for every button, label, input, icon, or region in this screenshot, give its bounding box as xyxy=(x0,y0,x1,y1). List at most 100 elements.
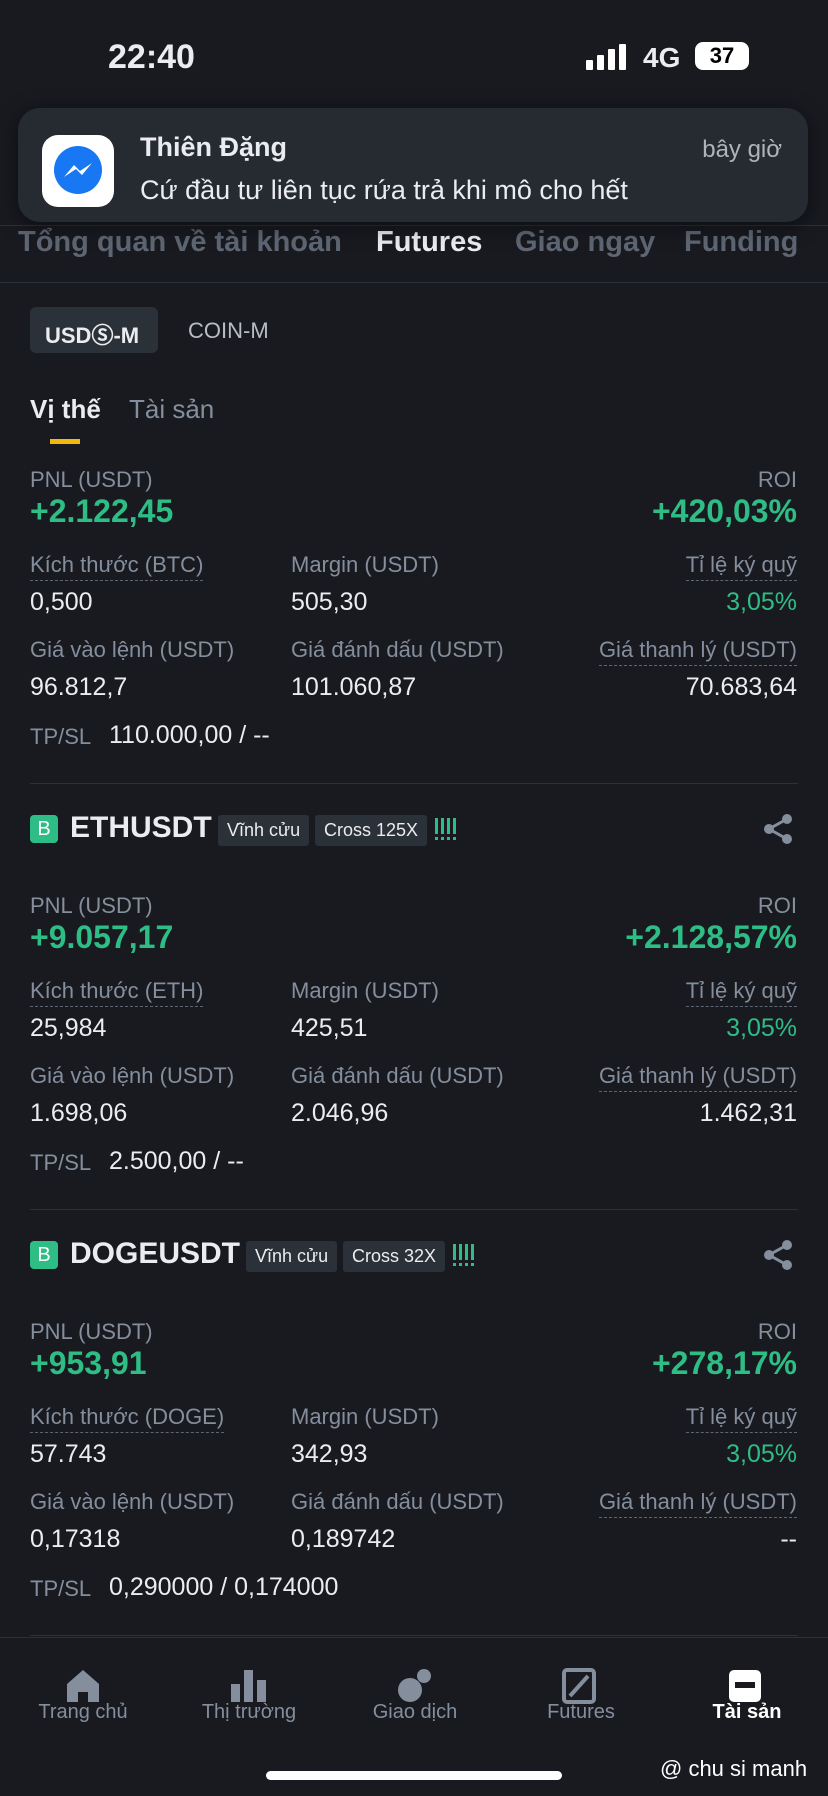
tpsl-label: TP/SL xyxy=(30,1576,92,1601)
field-value: 2.046,96 xyxy=(291,1099,389,1127)
segment-active[interactable] xyxy=(30,307,158,353)
field-value: 3,05% xyxy=(726,1440,797,1468)
divider xyxy=(30,1635,798,1636)
time: bây giờ xyxy=(702,136,782,163)
field-value: 70.683,64 xyxy=(685,673,797,701)
pnl-value: +953,91 xyxy=(30,1345,147,1381)
tag: Vĩnh cửu xyxy=(218,815,310,846)
field-label: Giá đánh dấu (USDT) xyxy=(291,1489,504,1514)
tag: Vĩnh cửu xyxy=(246,1241,338,1272)
field-value: 425,51 xyxy=(291,1014,368,1042)
tpsl-label: TP/SL xyxy=(30,1150,92,1175)
tab[interactable]: Tổng quan về tài khoản xyxy=(18,226,342,258)
field-label: Giá vào lệnh (USDT) xyxy=(30,1489,235,1514)
nav-label[interactable]: Tài sản xyxy=(712,1701,782,1723)
message: Cứ đầu tư liên tục rứa trả khi mô cho hế… xyxy=(140,175,628,205)
tpsl-value: 0,290000 / 0,174000 xyxy=(109,1573,339,1601)
watermark: @ chu si manh xyxy=(660,1756,808,1781)
subtab[interactable]: Vị thế xyxy=(30,394,101,424)
pnl-value: +2.122,45 xyxy=(30,493,174,529)
field-label: Tỉ lệ ký quỹ xyxy=(685,978,797,1007)
divider xyxy=(30,1209,798,1210)
field-label: Giá vào lệnh (USDT) xyxy=(30,1063,235,1088)
tab-bg xyxy=(0,225,828,226)
share-button[interactable] xyxy=(763,1239,795,1276)
tab[interactable]: Funding xyxy=(684,226,799,258)
field-value: -- xyxy=(780,1525,797,1553)
roi-label: ROI xyxy=(757,1319,797,1344)
nav-label[interactable]: Giao dịch xyxy=(372,1701,458,1723)
tab[interactable]: Giao ngay xyxy=(515,226,656,258)
field-value: 0,17318 xyxy=(30,1525,121,1553)
signal-icon xyxy=(586,44,626,70)
tpsl-label: TP/SL xyxy=(30,724,92,749)
field-label: Giá thanh lý (USDT) xyxy=(598,637,797,666)
field-label: Kích thước (ETH) xyxy=(30,978,204,1007)
field-label: Margin (USDT) xyxy=(291,1404,439,1429)
messenger-logo xyxy=(54,146,102,194)
field-label: Margin (USDT) xyxy=(291,978,439,1003)
field-label: Giá vào lệnh (USDT) xyxy=(30,637,235,662)
field-value: 57.743 xyxy=(30,1440,107,1468)
network: 4G xyxy=(643,42,681,73)
sender: Thiên Đặng xyxy=(140,132,287,162)
field-value: 3,05% xyxy=(726,588,797,616)
segment[interactable]: USDⓈ-M xyxy=(45,323,140,348)
field-label: Kích thước (BTC) xyxy=(30,552,204,581)
share-button[interactable] xyxy=(763,813,795,850)
nav-label[interactable]: Thị trường xyxy=(201,1701,297,1723)
field-value: 3,05% xyxy=(726,1014,797,1042)
side-badge: B xyxy=(30,1241,58,1269)
field-label: Giá thanh lý (USDT) xyxy=(598,1489,797,1518)
bottom-nav xyxy=(0,1637,828,1796)
nav-label[interactable]: Futures xyxy=(547,1701,615,1723)
roi-value: +2.128,57% xyxy=(625,919,797,955)
subtab[interactable]: Tài sản xyxy=(129,394,215,424)
symbol[interactable]: DOGEUSDT xyxy=(70,1237,241,1270)
field-value: 1.462,31 xyxy=(699,1099,797,1127)
notification[interactable]: Thiên Đặng bây giờ Cứ đầu tư liên tục rứ… xyxy=(18,108,808,222)
field-value: 1.698,06 xyxy=(30,1099,128,1127)
field-label: Giá thanh lý (USDT) xyxy=(598,1063,797,1092)
tag: Cross 32X xyxy=(343,1241,446,1272)
field-label: Tỉ lệ ký quỹ xyxy=(685,1404,797,1433)
bars-icon xyxy=(435,818,456,840)
field-label: Giá đánh dấu (USDT) xyxy=(291,1063,504,1088)
leverage-bars xyxy=(453,1244,479,1271)
leverage-bars xyxy=(435,818,461,845)
divider xyxy=(30,783,798,784)
app-icon xyxy=(42,135,114,207)
side-badge: B xyxy=(30,815,58,843)
field-value: 505,30 xyxy=(291,588,368,616)
field-value: 101.060,87 xyxy=(291,673,417,701)
field-label: Margin (USDT) xyxy=(291,552,439,577)
pnl-label: PNL (USDT) xyxy=(30,893,153,918)
field-value: 0,189742 xyxy=(291,1525,396,1553)
bars-icon xyxy=(453,1244,474,1266)
divider xyxy=(0,282,828,283)
field-value: 25,984 xyxy=(30,1014,107,1042)
roi-value: +278,17% xyxy=(651,1345,797,1381)
tag: Cross 125X xyxy=(315,815,428,846)
field-label: Kích thước (DOGE) xyxy=(30,1404,225,1433)
home-indicator xyxy=(266,1771,562,1780)
battery: 37 xyxy=(695,42,749,70)
roi-value: +420,03% xyxy=(651,493,797,529)
roi-label: ROI xyxy=(757,467,797,492)
symbol[interactable]: ETHUSDT xyxy=(70,811,212,844)
segment[interactable]: COIN-M xyxy=(188,318,269,343)
field-label: Giá đánh dấu (USDT) xyxy=(291,637,504,662)
pnl-label: PNL (USDT) xyxy=(30,1319,153,1344)
tpsl-value: 110.000,00 / -- xyxy=(109,721,270,749)
tpsl-value: 2.500,00 / -- xyxy=(109,1147,244,1175)
pnl-label: PNL (USDT) xyxy=(30,467,153,492)
nav-icons xyxy=(67,1668,761,1704)
field-value: 342,93 xyxy=(291,1440,368,1468)
tab[interactable]: Futures xyxy=(376,226,483,258)
share-icon xyxy=(764,1240,792,1270)
nav-label[interactable]: Trang chủ xyxy=(38,1701,128,1723)
clock: 22:40 xyxy=(108,38,195,76)
field-label: Tỉ lệ ký quỹ xyxy=(685,552,797,581)
field-value: 96.812,7 xyxy=(30,673,128,701)
field-value: 0,500 xyxy=(30,588,93,616)
